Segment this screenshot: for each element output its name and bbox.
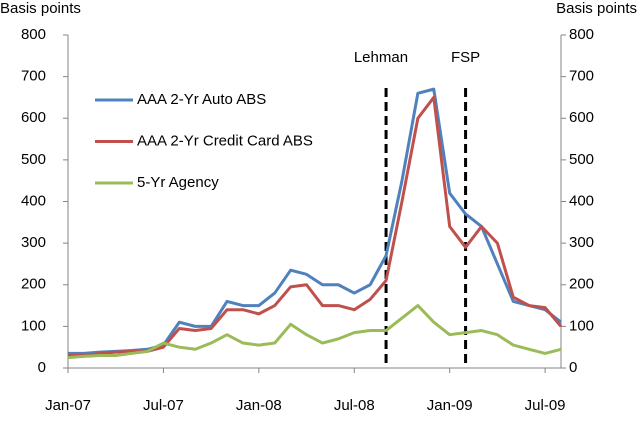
event-label: Lehman (354, 49, 408, 66)
y2-axis-label: Basis points (556, 0, 637, 17)
y-tick-label: 100 (21, 317, 46, 334)
series-line (67, 304, 562, 360)
y-axis-label: Basis points (0, 0, 81, 17)
y2-tick-label: 700 (569, 68, 594, 85)
series-line (68, 87, 562, 355)
event-label: FSP (451, 49, 480, 66)
y2-tick-label: 300 (569, 234, 594, 251)
y2-tick-label: 100 (569, 317, 594, 334)
y2-tick-label: 500 (569, 151, 594, 168)
x-tick-label: Jul-08 (334, 397, 375, 414)
y-tick-label: 200 (21, 276, 46, 293)
x-tick-label: Jul-07 (143, 397, 184, 414)
y-tick-label: 500 (21, 151, 46, 168)
y-tick-label: 600 (21, 109, 46, 126)
legend-label: AAA 2-Yr Auto ABS (137, 91, 266, 108)
y2-tick-label: 600 (569, 109, 594, 126)
y-tick-label: 400 (21, 192, 46, 209)
y-tick-label: 800 (21, 26, 46, 43)
x-tick-label: Jan-08 (236, 397, 282, 414)
legend-label: AAA 2-Yr Credit Card ABS (137, 132, 313, 149)
y-tick-label: 300 (21, 234, 46, 251)
x-tick-label: Jan-07 (45, 397, 91, 414)
x-tick-label: Jan-09 (427, 397, 473, 414)
legend-label: 5-Yr Agency (137, 174, 219, 191)
x-tick-label: Jul-09 (525, 397, 566, 414)
y2-tick-label: 800 (569, 26, 594, 43)
y-tick-label: 700 (21, 68, 46, 85)
y2-tick-label: 400 (569, 192, 594, 209)
y2-tick-label: 200 (569, 276, 594, 293)
y-tick-label: 0 (38, 359, 46, 376)
y2-tick-label: 0 (569, 359, 577, 376)
